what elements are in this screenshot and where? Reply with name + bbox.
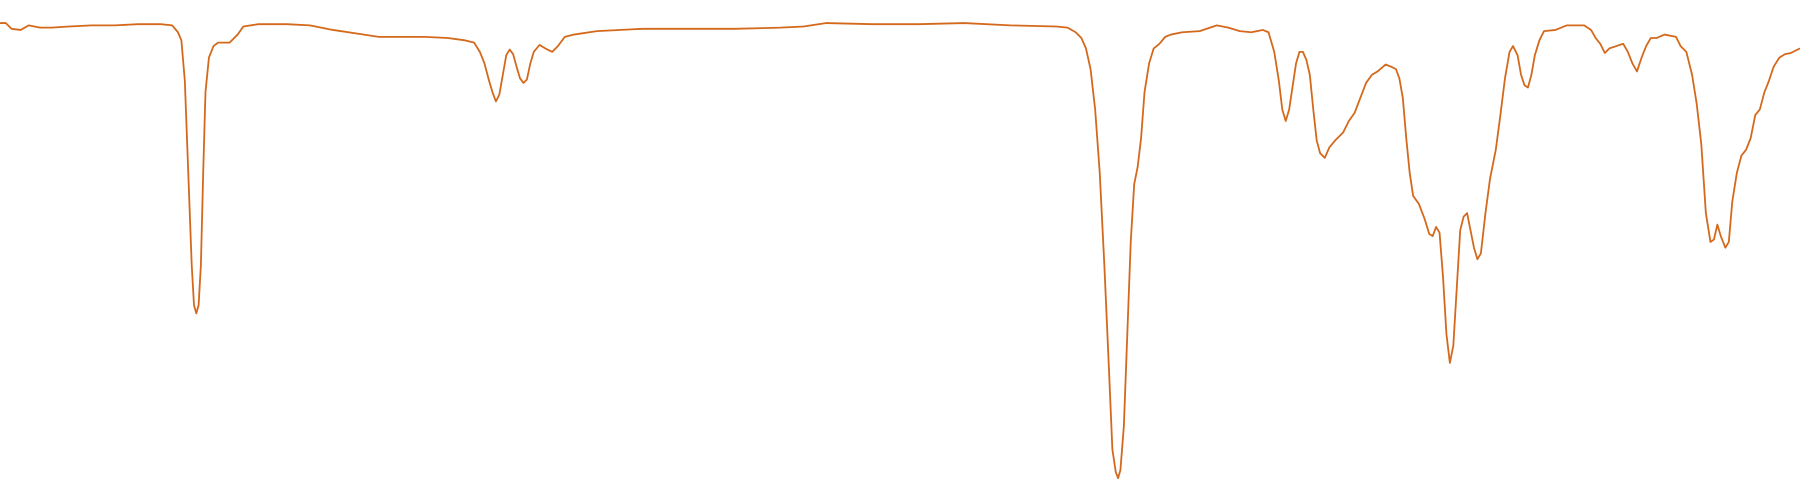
spectrum-line [0, 22, 1800, 480]
